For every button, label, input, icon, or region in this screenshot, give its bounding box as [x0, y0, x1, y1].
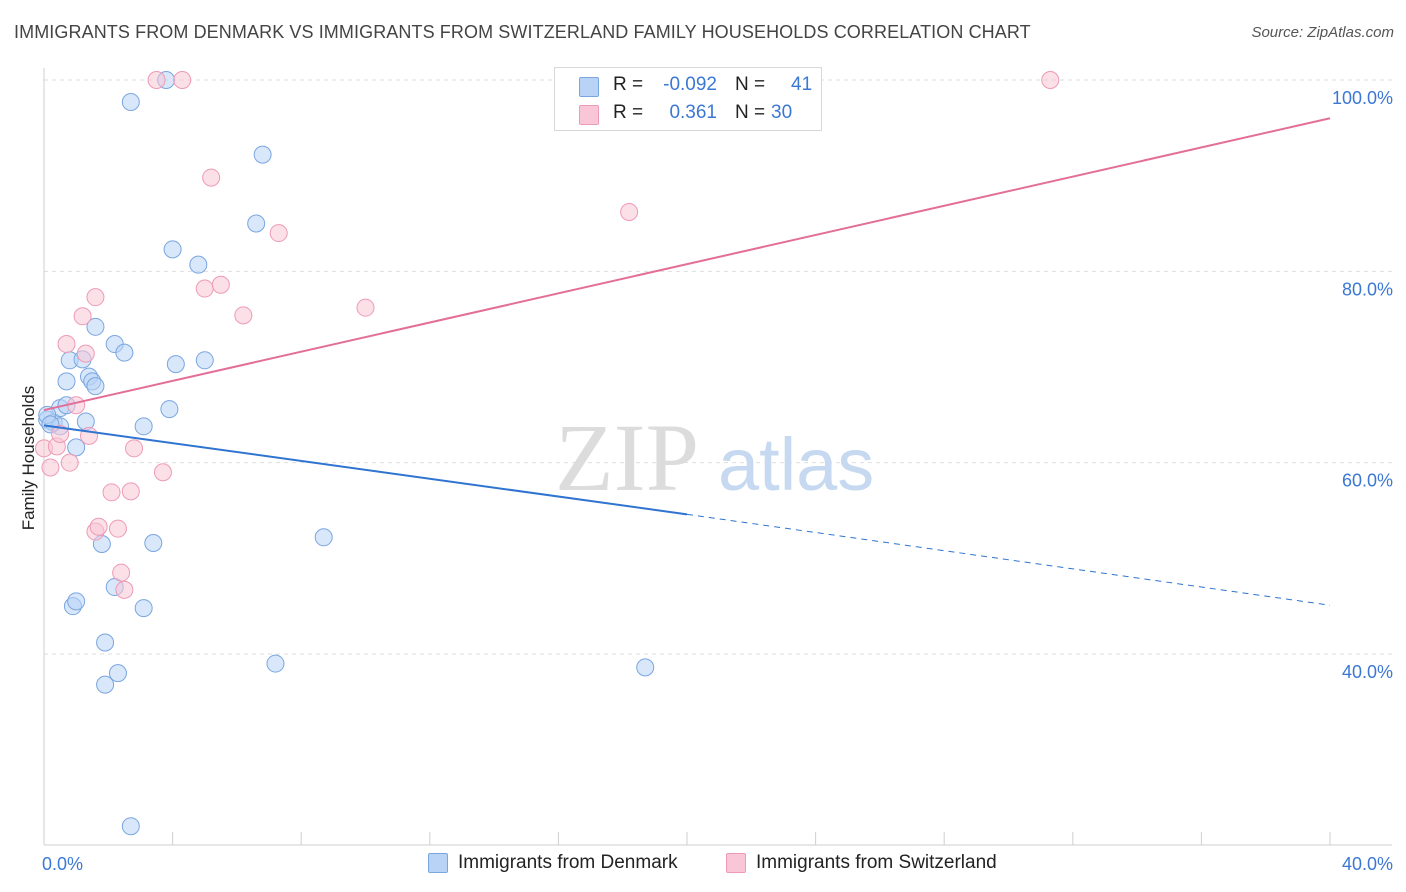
- switzerland-point: [1041, 71, 1060, 89]
- switzerland-point: [147, 71, 166, 89]
- denmark-point: [115, 343, 134, 362]
- legend-swatch-denmark: [579, 77, 599, 97]
- legend-row-switzerland: R = 0.361 N = 30: [555, 100, 821, 128]
- switzerland-point: [173, 71, 192, 89]
- denmark-point: [166, 355, 185, 374]
- legend-r-value: -0.092: [663, 74, 717, 95]
- source-credit: Source: ZipAtlas.com: [1251, 24, 1394, 41]
- switzerland-point: [620, 203, 639, 222]
- denmark-point: [57, 372, 76, 391]
- legend-swatch-switzerland: [579, 105, 599, 125]
- legend-n-label: N =: [735, 74, 766, 95]
- denmark-point: [86, 317, 105, 336]
- denmark-trend-line: [43, 424, 688, 516]
- denmark-point: [195, 351, 214, 370]
- switzerland-trend-line: [43, 117, 1331, 412]
- switzerland-point: [115, 580, 134, 599]
- denmark-point: [636, 658, 655, 677]
- denmark-point: [108, 664, 127, 683]
- watermark-atlas: atlas: [718, 423, 874, 506]
- switzerland-point: [102, 483, 121, 502]
- trend-lines: [43, 117, 1331, 606]
- switzerland-point: [356, 298, 375, 317]
- legend-n-value: 41: [791, 74, 813, 95]
- denmark-trend-line-extension: [686, 513, 1331, 606]
- bottom-legend-swatch-denmark: [428, 853, 448, 873]
- switzerland-point: [76, 344, 95, 363]
- grid-lines: [44, 79, 1392, 655]
- switzerland-point: [89, 517, 108, 536]
- switzerland-point: [153, 463, 172, 482]
- chart-title: IMMIGRANTS FROM DENMARK VS IMMIGRANTS FR…: [14, 22, 1031, 42]
- denmark-point: [247, 214, 266, 233]
- denmark-point: [134, 417, 153, 436]
- switzerland-point: [112, 563, 131, 582]
- denmark-point: [160, 400, 179, 419]
- bottom-legend-label-denmark: Immigrants from Denmark: [458, 852, 678, 873]
- denmark-point: [67, 592, 86, 611]
- y-tick-label: 60.0%: [1342, 471, 1393, 491]
- switzerland-point: [73, 307, 92, 326]
- denmark-point: [121, 93, 140, 112]
- denmark-point: [314, 528, 333, 547]
- legend-n-label: N =: [735, 102, 766, 123]
- switzerland-point: [67, 396, 86, 415]
- denmark-point: [96, 633, 115, 652]
- switzerland-point: [202, 168, 221, 187]
- denmark-point: [266, 654, 285, 673]
- stats-legend: R = -0.092 N = 41 R = 0.361 N = 30: [554, 67, 822, 131]
- legend-n-value: 30: [771, 102, 793, 123]
- denmark-point: [163, 240, 182, 259]
- legend-r-value: 0.361: [669, 102, 717, 123]
- switzerland-point: [60, 453, 79, 472]
- switzerland-point: [41, 458, 60, 477]
- switzerland-points: [35, 71, 1060, 599]
- switzerland-point: [125, 439, 144, 458]
- denmark-point: [189, 255, 208, 274]
- denmark-point: [144, 534, 163, 553]
- denmark-point: [67, 438, 86, 457]
- y-tick-label: 40.0%: [1342, 662, 1393, 682]
- switzerland-point: [121, 482, 140, 501]
- switzerland-point: [211, 275, 230, 294]
- y-tick-label: 80.0%: [1342, 279, 1393, 299]
- bottom-legend-label-switzerland: Immigrants from Switzerland: [756, 852, 997, 873]
- denmark-points: [38, 71, 655, 836]
- watermark: ZIP atlas: [555, 404, 874, 511]
- y-axis-label: Family Households: [19, 386, 38, 531]
- switzerland-point: [57, 335, 76, 354]
- x-tick-label: 0.0%: [42, 854, 83, 874]
- switzerland-point: [195, 279, 214, 298]
- denmark-point: [86, 377, 105, 396]
- denmark-point: [121, 817, 140, 836]
- switzerland-point: [86, 288, 105, 307]
- switzerland-point: [51, 424, 70, 443]
- legend-row-denmark: R = -0.092 N = 41: [555, 72, 821, 100]
- switzerland-point: [234, 306, 253, 325]
- switzerland-point: [269, 224, 288, 243]
- bottom-legend-swatch-switzerland: [726, 853, 746, 873]
- legend-r-label: R =: [613, 74, 644, 95]
- x-tick-label: 40.0%: [1342, 854, 1393, 874]
- switzerland-point: [108, 519, 127, 538]
- denmark-point: [134, 599, 153, 618]
- legend-r-label: R =: [613, 102, 644, 123]
- watermark-zip: ZIP: [555, 404, 699, 511]
- y-tick-label: 100.0%: [1332, 88, 1393, 108]
- tick-labels: 40.0% 60.0% 80.0% 100.0% 0.0% 40.0%: [42, 88, 1393, 874]
- denmark-point: [253, 145, 272, 164]
- denmark-point: [96, 675, 115, 694]
